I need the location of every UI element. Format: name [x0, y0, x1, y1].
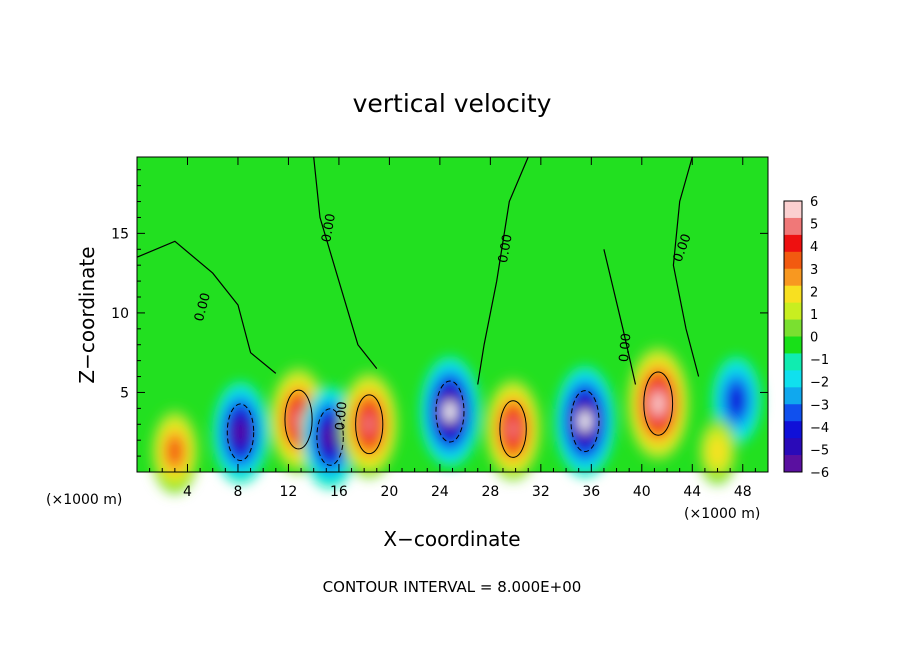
- colorbar-tick-label: 3: [810, 263, 818, 278]
- x-tick-label-32: 32: [532, 484, 550, 500]
- chart-title: vertical velocity: [353, 89, 552, 118]
- x-tick-label-36: 36: [582, 484, 600, 500]
- colorbar-swatch-13: [784, 404, 802, 422]
- velocity-cell-7: [484, 377, 542, 481]
- colorbar-swatch-11: [784, 370, 802, 388]
- velocity-cell-8: [554, 365, 616, 477]
- x-unit-right: (×1000 m): [684, 506, 760, 522]
- colorbar-swatch-1: [784, 201, 802, 219]
- colorbar-swatch-9: [784, 336, 802, 354]
- colorbar-tick-label: 6: [810, 195, 818, 210]
- colorbar-swatch-4: [784, 251, 802, 270]
- colorbar-swatch-15: [784, 438, 802, 456]
- colorbar-tick-label: 2: [810, 285, 818, 300]
- colorbar-swatch-10: [784, 353, 802, 371]
- colorbar-tick-label: −6: [810, 466, 829, 481]
- velocity-cell-6: [419, 355, 481, 468]
- colorbar-swatch-14: [784, 421, 802, 439]
- colorbar-tick-label: 1: [810, 308, 818, 323]
- contour-label-6: 0.00: [333, 401, 350, 431]
- x-tick-label-44: 44: [683, 484, 701, 500]
- core-contour-6: [499, 400, 527, 458]
- colorbar-tick-label: −2: [810, 376, 829, 391]
- core-contour-1: [226, 403, 255, 462]
- zero-contour-3: [477, 156, 529, 385]
- zero-contour-2: [313, 156, 378, 369]
- zero-contour-1: [136, 240, 277, 374]
- x-axis-label: X−coordinate: [383, 527, 520, 551]
- x-axis-ticks: 4 8 12 16 20 24 28 32 36 40 44 48: [149, 157, 756, 500]
- core-contour-8: [643, 371, 674, 436]
- zero-contour-5: [672, 156, 700, 377]
- contour-label-4: 0.00: [617, 333, 634, 363]
- y-axis-ticks: 5 10 15: [111, 169, 768, 457]
- colorbar-frame: [783, 200, 803, 473]
- velocity-cell-11: [698, 418, 738, 485]
- colorbar-swatch-12: [784, 387, 802, 405]
- x-unit-left: (×1000 m): [46, 492, 122, 508]
- colorbar-swatch-7: [784, 302, 802, 321]
- colorbar-tick-label: 5: [810, 218, 818, 233]
- colorbar-swatch-16: [784, 455, 802, 473]
- y-tick-label-5: 5: [120, 385, 129, 401]
- y-axis-label: Z−coordinate: [75, 246, 99, 383]
- colorbar: [783, 200, 803, 473]
- colorbar-tick-label: 0: [810, 331, 818, 346]
- velocity-cell-5: [339, 370, 399, 478]
- heatmap-field: [137, 157, 768, 494]
- core-contour-3: [316, 408, 344, 466]
- zero-contour-4: [603, 249, 637, 385]
- x-tick-label-8: 8: [233, 484, 242, 500]
- colorbar-tick-label: −4: [810, 421, 829, 436]
- y-tick-label-15: 15: [111, 226, 129, 242]
- x-tick-label-28: 28: [481, 484, 499, 500]
- y-tick-label-10: 10: [111, 306, 129, 322]
- x-tick-label-12: 12: [280, 484, 298, 500]
- core-contour-2: [284, 389, 313, 450]
- x-tick-label-20: 20: [380, 484, 398, 500]
- zero-contours: [136, 156, 700, 466]
- colorbar-tick-label: 4: [810, 240, 818, 255]
- contour-labels: 0.000.000.000.000.000.00: [192, 212, 695, 431]
- core-contour-7: [570, 390, 600, 453]
- core-contour-5: [435, 380, 465, 443]
- velocity-cell-1: [150, 409, 199, 494]
- contour-label-3: 0.00: [496, 233, 516, 264]
- colorbar-swatch-2: [784, 217, 802, 236]
- x-tick-label-16: 16: [330, 484, 348, 500]
- velocity-cell-2: [212, 380, 269, 484]
- colorbar-swatch-5: [784, 268, 802, 287]
- x-tick-label-48: 48: [734, 484, 752, 500]
- colorbar-tick-labels: 6 5 4 3 2 1 0 −1 −2 −3 −4 −5 −6: [810, 195, 829, 481]
- x-tick-label-24: 24: [431, 484, 449, 500]
- core-contour-4: [355, 394, 384, 455]
- colorbar-swatch-8: [784, 319, 802, 337]
- colorbar-tick-label: −3: [810, 398, 829, 413]
- contour-label-1: 0.00: [192, 291, 214, 323]
- colorbar-swatch-6: [784, 285, 802, 304]
- contour-label-2: 0.00: [319, 212, 339, 243]
- colorbar-tick-label: −1: [810, 353, 829, 368]
- contour-interval-note: CONTOUR INTERVAL = 8.000E+00: [323, 578, 582, 596]
- colorbar-swatch-3: [784, 234, 802, 253]
- velocity-cell-9: [626, 345, 690, 462]
- colorbar-tick-label: −5: [810, 443, 829, 458]
- x-tick-label-40: 40: [633, 484, 651, 500]
- x-tick-label-4: 4: [183, 484, 192, 500]
